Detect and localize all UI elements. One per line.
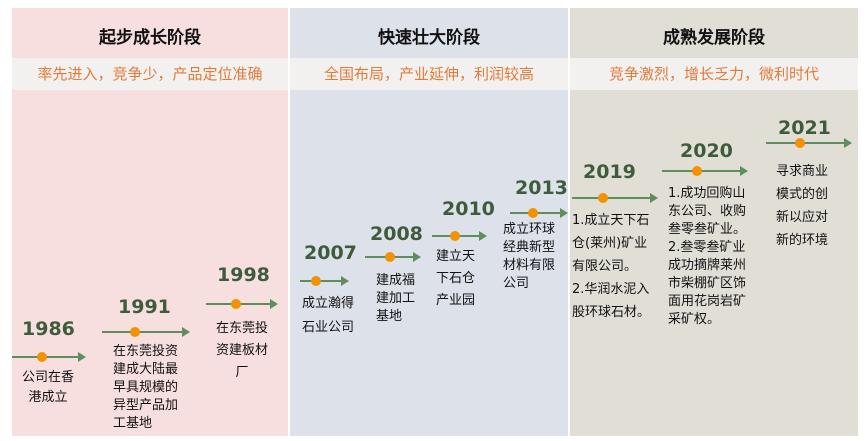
- event-year: 1998: [217, 264, 270, 286]
- description-line: 石业公司: [302, 320, 355, 335]
- event-description: 1.成功回购山 东公司、收购 叁零叁矿业。 2.叁零叁矿业 成功摘牌莱州 市柴棚矿区饰 面用…: [668, 185, 746, 329]
- event-year: 2020: [680, 140, 733, 162]
- timeline-dot-icon: [311, 276, 321, 286]
- arrow-right-icon: [432, 231, 487, 241]
- description-line: 采矿权。: [668, 312, 721, 327]
- event-year: 2007: [304, 242, 357, 264]
- description-line: 新的环境: [776, 233, 829, 248]
- timeline-dot-icon: [37, 352, 47, 362]
- arrow-right-icon: [102, 327, 190, 337]
- stage-panel-growth: 快速壮大阶段 全国布局，产业延伸，利润较高: [290, 8, 568, 436]
- timeline-dot-icon: [598, 193, 608, 203]
- arrow-right-icon: [510, 208, 568, 218]
- arrow-right-icon: [206, 299, 278, 309]
- description-line: 公司在香: [22, 370, 75, 385]
- event-year: 2010: [442, 198, 495, 220]
- arrow-right-icon: [572, 193, 658, 203]
- stage-panel-mature: 成熟发展阶段 竞争激烈，增长乏力，微利时代: [570, 8, 858, 436]
- arrow-right-icon: [365, 252, 421, 262]
- description-line: 产业园: [436, 293, 476, 308]
- description-line: 1.成立天下石: [572, 213, 650, 228]
- description-line: 2.华润水泥入: [572, 282, 650, 297]
- stage-panel-startup: 起步成长阶段 率先进入，竞争少，产品定位准确: [12, 8, 288, 436]
- event-description: 公司在香 港成立: [22, 368, 74, 408]
- event-description: 寻求商业模式的创新以应对新的环境: [776, 160, 828, 252]
- description-line: 叁零叁矿业。: [668, 222, 747, 237]
- event-year: 2008: [370, 223, 423, 245]
- event-description: 成立环球经典新型材料有限公司: [503, 221, 555, 293]
- event-description: 建成福 建加工 基地: [376, 272, 415, 326]
- timeline-dot-icon: [528, 208, 538, 218]
- description-line: 港成立: [28, 390, 68, 405]
- description-line: 模式的创: [776, 187, 829, 202]
- event-description: 在东莞投资建成大陆最早具规模的异型产品加工基地: [113, 343, 178, 433]
- arrow-right-icon: [766, 138, 852, 148]
- stage-title: 成熟发展阶段: [663, 28, 765, 48]
- timeline-dot-icon: [450, 231, 460, 241]
- description-line: 在东莞投资: [113, 344, 179, 359]
- description-line: 新以应对: [776, 210, 829, 225]
- description-line: 1.成功回购山: [668, 186, 746, 201]
- description-line: 建立天: [436, 249, 476, 264]
- description-line: 市柴棚矿区饰: [668, 276, 747, 291]
- event-year: 2019: [583, 161, 636, 183]
- arrow-right-icon: [12, 352, 86, 362]
- timeline-dot-icon: [795, 138, 805, 148]
- description-line: 仓(莱州)矿业: [572, 236, 648, 251]
- description-line: 经典新型: [503, 240, 556, 255]
- description-line: 异型产品加: [113, 398, 179, 413]
- description-line: 股环球石材。: [572, 305, 651, 320]
- description-line: 在东莞投: [216, 321, 269, 336]
- stage-title: 快速壮大阶段: [378, 28, 480, 48]
- description-line: 建成大陆最: [113, 362, 179, 377]
- stage-subtitle: 率先进入，竞争少，产品定位准确: [12, 58, 288, 90]
- description-line: 资建板材: [216, 343, 269, 358]
- event-year: 2021: [778, 117, 831, 139]
- description-line: 厂: [235, 365, 249, 380]
- description-line: 早具规模的: [113, 380, 179, 395]
- event-year: 1991: [118, 296, 171, 318]
- description-line: 成立环球: [503, 222, 556, 237]
- event-description: 成立瀚得 石业公司: [302, 292, 354, 340]
- description-line: 2.叁零叁矿业: [668, 240, 746, 255]
- description-line: 成立瀚得: [302, 296, 355, 311]
- description-line: 成功摘牌莱州: [668, 258, 747, 273]
- description-line: 有限公司。: [572, 259, 638, 274]
- description-line: 材料有限: [503, 258, 556, 273]
- description-line: 基地: [376, 309, 403, 324]
- description-line: 建成福: [376, 273, 416, 288]
- description-line: 公司: [503, 276, 530, 291]
- stage-subtitle: 竞争激烈，增长乏力，微利时代: [570, 58, 858, 90]
- description-line: 下石仓: [436, 271, 476, 286]
- stage-subtitle: 全国布局，产业延伸，利润较高: [290, 58, 568, 90]
- event-year: 1986: [22, 318, 75, 340]
- stage-title: 起步成长阶段: [99, 28, 201, 48]
- timeline-dot-icon: [231, 299, 241, 309]
- description-line: 寻求商业: [776, 164, 829, 179]
- event-description: 在东莞投 资建板材厂: [216, 318, 268, 384]
- event-description: 建立天 下石仓 产业园: [436, 246, 475, 312]
- arrow-right-icon: [662, 166, 748, 176]
- description-line: 东公司、收购: [668, 204, 747, 219]
- description-line: 工基地: [113, 416, 153, 431]
- timeline-dot-icon: [130, 327, 140, 337]
- description-line: 面用花岗岩矿: [668, 294, 747, 309]
- event-description: 1.成立天下石 仓(莱州)矿业 有限公司。 2.华润水泥入 股环球石材。: [572, 209, 650, 324]
- timeline-dot-icon: [385, 252, 395, 262]
- description-line: 建加工: [376, 291, 416, 306]
- arrow-right-icon: [300, 276, 349, 286]
- event-year: 2013: [515, 177, 568, 199]
- timeline-dot-icon: [692, 166, 702, 176]
